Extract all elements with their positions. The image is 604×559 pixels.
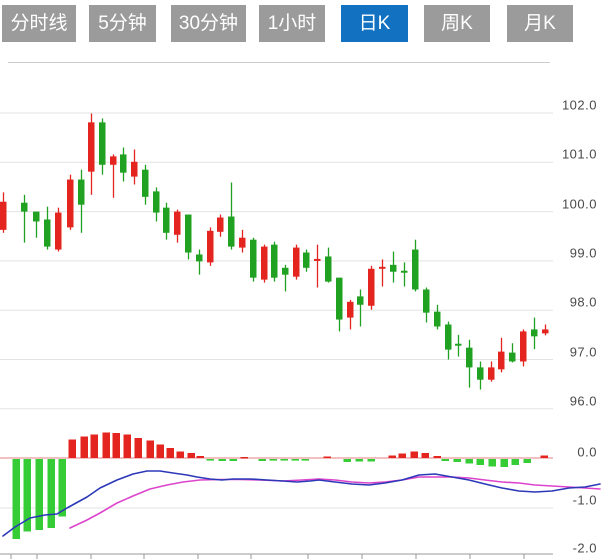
- macd-label-0: 0.0: [577, 444, 597, 460]
- price-label-102: 102.0: [561, 97, 597, 113]
- price-label-101: 101.0: [561, 146, 597, 162]
- tab-1hour[interactable]: 1小时: [259, 5, 325, 42]
- tabbar-divider: [8, 62, 550, 63]
- tab-time-line[interactable]: 分时线: [2, 5, 76, 42]
- price-label-96: 96.0: [569, 393, 597, 409]
- price-label-100: 100.0: [561, 196, 597, 212]
- tab-daily-k[interactable]: 日K: [341, 5, 408, 42]
- price-label-99: 99.0: [569, 245, 597, 261]
- tab-weekly-k[interactable]: 周K: [424, 5, 490, 42]
- price-label-97: 97.0: [569, 344, 597, 360]
- macd-label-m1: -1.0: [572, 492, 597, 508]
- tab-monthly-k[interactable]: 月K: [507, 5, 573, 42]
- price-label-98: 98.0: [569, 294, 597, 310]
- macd-label-m2: -2.0: [572, 540, 597, 556]
- tab-30min[interactable]: 30分钟: [171, 5, 246, 42]
- period-tabbar: 分时线 5分钟 30分钟 1小时 日K 周K 月K: [0, 0, 604, 48]
- tab-5min[interactable]: 5分钟: [89, 5, 156, 42]
